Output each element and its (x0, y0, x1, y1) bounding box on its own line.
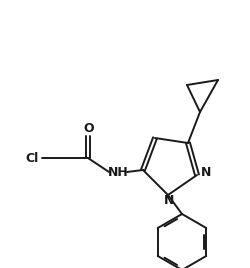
Text: O: O (84, 122, 94, 136)
Text: NH: NH (108, 166, 128, 178)
Text: Cl: Cl (26, 151, 38, 165)
Text: N: N (201, 166, 211, 180)
Text: N: N (164, 195, 174, 207)
